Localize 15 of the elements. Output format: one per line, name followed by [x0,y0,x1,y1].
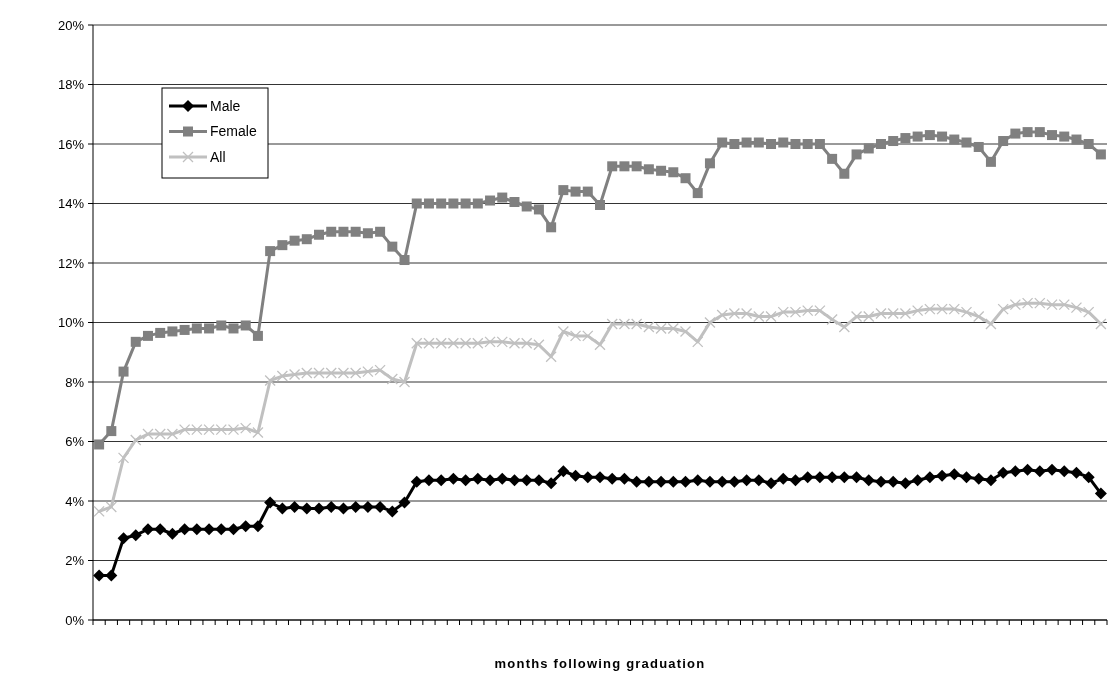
y-tick-label: 10% [57,315,85,331]
legend-label: Male [210,97,241,114]
y-tick-label: 0% [65,612,85,628]
y-tick-label: 2% [65,553,85,569]
x-axis-title: months following graduation [494,656,706,671]
y-tick-label: 4% [65,493,85,509]
y-tick-label: 12% [57,255,85,271]
y-tick-label: 14% [57,196,85,212]
y-tick-label: 16% [57,136,85,152]
y-tick-label: 8% [65,374,85,390]
y-tick-label: 6% [65,434,85,450]
legend-label: Female [210,123,257,140]
y-tick-label: 20% [57,17,85,33]
y-tick-label: 18% [57,77,85,93]
legend-label: All [210,148,226,165]
